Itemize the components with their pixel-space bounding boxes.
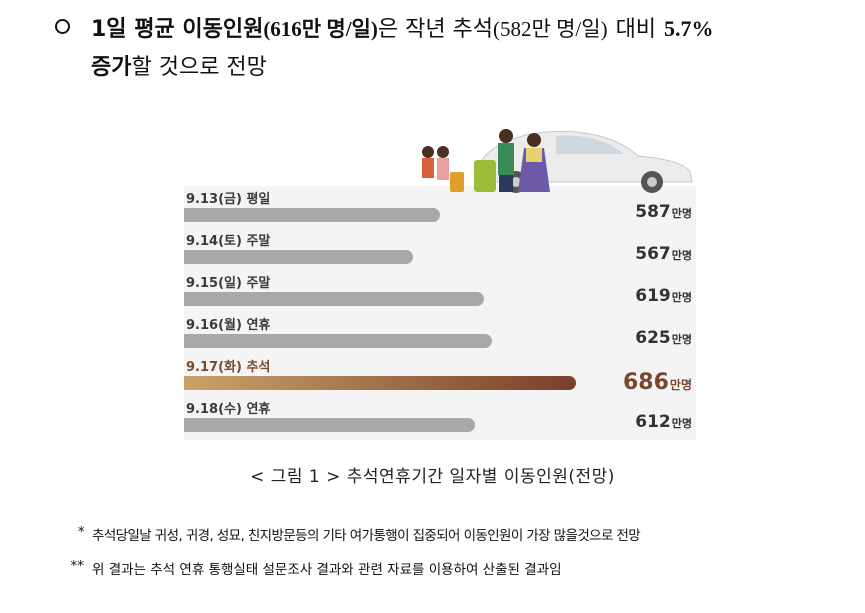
bar-value-label: 612만명 <box>635 412 692 432</box>
bar-row: 9.17(화) 추석 686만명 <box>184 356 696 398</box>
bar-value-unit: 만명 <box>671 207 692 220</box>
bar-value-unit: 만명 <box>671 291 692 304</box>
bar-category-label: 9.15(일) 주말 <box>186 276 271 291</box>
bar-value-unit: 만명 <box>671 417 692 430</box>
bar-value-label: 686만명 <box>623 370 692 395</box>
bar-category-label: 9.17(화) 추석 <box>186 360 271 375</box>
headline-line1: 1일 평균 이동인원 (616만 명/일) 은 작년 추석 (582만 명/일)… <box>55 12 855 47</box>
bar-value-unit: 만명 <box>669 378 692 392</box>
headline-percent: 5.7% <box>664 16 714 41</box>
bar-value-number: 625 <box>635 328 671 348</box>
footnote-text: 추석당일날 귀성, 귀경, 성묘, 친지방문등의 기타 여가통행이 집중되어 이… <box>92 528 641 544</box>
bar <box>184 334 492 348</box>
bar-row: 9.16(월) 연휴 625만명 <box>184 314 696 356</box>
headline-last-year: (582만 명/일) <box>493 17 608 41</box>
circle-bullet-icon <box>55 19 70 34</box>
bar-row: 9.15(일) 주말 619만명 <box>184 272 696 314</box>
bar-list: 9.13(금) 평일 587만명 9.14(토) 주말 567만명 9.15(일) 주말… <box>184 188 696 440</box>
bar-value-label: 619만명 <box>635 286 692 306</box>
bar-value-number: 619 <box>635 286 671 306</box>
headline-line2: 증가 할 것으로 전망 <box>55 51 855 85</box>
bar-value-number: 567 <box>635 244 671 264</box>
bar <box>184 418 475 432</box>
headline-compare-text: 은 작년 추석 <box>377 17 494 42</box>
bar-highlight <box>184 376 576 390</box>
headline-versus: 대비 <box>615 17 657 42</box>
footnote-1: * 추석당일날 귀성, 귀경, 성묘, 친지방문등의 기타 여가통행이 집중되어… <box>62 524 641 544</box>
bar-category-label: 9.13(금) 평일 <box>186 192 271 207</box>
headline-increase: 증가 <box>91 55 132 80</box>
bar-value-label: 625만명 <box>635 328 692 348</box>
chart-panel <box>184 186 696 440</box>
footnote-text: 위 결과는 추석 연휴 통행실태 설문조사 결과와 관련 자료를 이용하여 산출… <box>92 562 562 578</box>
bar-category-label: 9.18(수) 연휴 <box>186 402 271 417</box>
bar <box>184 250 413 264</box>
bar-value-label: 567만명 <box>635 244 692 264</box>
bar-value-unit: 만명 <box>671 333 692 346</box>
footnotes: * 추석당일날 귀성, 귀경, 성묘, 친지방문등의 기타 여가통행이 집중되어… <box>62 524 641 592</box>
family-travel-car-icon <box>422 129 693 193</box>
bar-value-label: 587만명 <box>635 202 692 222</box>
bar <box>184 208 440 222</box>
headline-daily-average: (616만 명/일) <box>263 17 378 41</box>
bar-row: 9.18(수) 연휴 612만명 <box>184 398 696 440</box>
bar-value-number: 587 <box>635 202 671 222</box>
bar-category-label: 9.16(월) 연휴 <box>186 318 271 333</box>
bar-value-number: 686 <box>622 370 669 395</box>
bar-row: 9.14(토) 주말 567만명 <box>184 230 696 272</box>
footnote-2: ** 위 결과는 추석 연휴 통행실태 설문조사 결과와 관련 자료를 이용하여… <box>62 558 640 578</box>
figure-caption: < 그림 1 > 추석연휴기간 일자별 이동인원(전망) <box>250 467 615 487</box>
footnote-mark: ** <box>70 558 85 574</box>
headline: 1일 평균 이동인원 (616만 명/일) 은 작년 추석 (582만 명/일)… <box>55 12 855 85</box>
headline-forecast: 할 것으로 전망 <box>131 55 267 80</box>
bar-value-number: 612 <box>635 412 671 432</box>
bar-row: 9.13(금) 평일 587만명 <box>184 188 696 230</box>
headline-subject: 1일 평균 이동인원 <box>91 17 264 42</box>
bar-value-unit: 만명 <box>671 249 692 262</box>
bar <box>184 292 484 306</box>
movement-chart-figure: 9.13(금) 평일 587만명 9.14(토) 주말 567만명 9.15(일) 주말… <box>184 122 696 440</box>
bar-category-label: 9.14(토) 주말 <box>186 234 271 249</box>
footnote-mark: * <box>77 524 85 540</box>
